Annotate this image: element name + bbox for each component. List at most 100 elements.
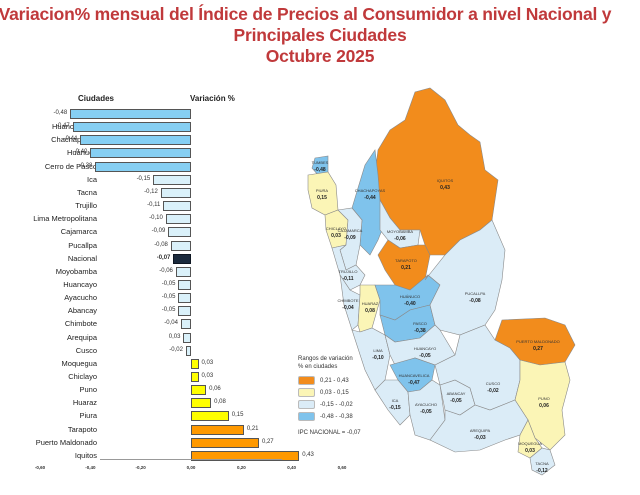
map-region-value: -0,05 xyxy=(450,398,462,404)
chart-row: Iquitos 0,43 xyxy=(0,449,314,462)
map-region-value: -0,02 xyxy=(487,388,499,394)
chart-row: Nacional -0,07 xyxy=(0,252,300,265)
legend-swatch xyxy=(298,400,315,409)
x-tick: -0,60 xyxy=(34,465,46,470)
value-label: -0,47 xyxy=(56,123,70,130)
title-line-2: Principales Ciudades xyxy=(233,25,407,45)
chart-title: Variacion% mensual del Índice de Precios… xyxy=(0,4,640,67)
chart-row: Huaraz 0,08 xyxy=(0,396,300,409)
value-label: 0,03 xyxy=(168,333,181,340)
legend-label: 0,03 - 0,15 xyxy=(320,389,349,396)
map-region-name: PASCO xyxy=(413,321,427,326)
value-label: -0,48 xyxy=(53,110,68,116)
region-arequipa xyxy=(429,399,529,453)
bar xyxy=(72,122,191,133)
city-label: Chiclayo xyxy=(68,372,97,381)
map-region-value: -0,15 xyxy=(389,405,401,411)
map-region-name: ABANCAY xyxy=(447,391,466,396)
bar xyxy=(178,279,191,290)
value-label: -0,11 xyxy=(147,202,161,209)
city-label: Huánuco xyxy=(66,148,97,158)
map-region-value: 0,15 xyxy=(317,195,327,201)
city-label: Puerto Maldonado xyxy=(35,437,97,447)
map-region-name: LIMA xyxy=(373,348,383,353)
city-label: Tacna xyxy=(76,187,97,197)
value-label: -0,10 xyxy=(149,215,163,222)
value-label: -0,15 xyxy=(136,175,151,182)
map-region-name: CAJAMARCA xyxy=(338,228,363,233)
legend-item: 0,21 - 0,43 xyxy=(298,375,353,386)
chart-row: Cusco -0,02 xyxy=(0,344,300,357)
map-region-value: 0,03 xyxy=(331,233,341,239)
city-label: Abancay xyxy=(67,306,97,316)
map-region-value: 0,08 xyxy=(365,308,375,314)
map-region-name: CHIMBOTE xyxy=(337,298,358,303)
map-region-value: -0,12 xyxy=(536,468,548,474)
title-line-3: Octubre 2025 xyxy=(265,46,375,66)
city-label: Ica xyxy=(86,174,97,184)
region-pucallpa xyxy=(424,219,506,336)
region-tacna xyxy=(529,447,556,476)
map-region-value: -0,09 xyxy=(344,235,356,241)
chart-row: Chachapoyas -0,44 xyxy=(0,133,300,146)
map-region-name: TACNA xyxy=(535,461,549,466)
chart-row: Huancavelica-0,47 xyxy=(0,120,300,133)
chart-row: Huancayo -0,05 xyxy=(0,278,300,291)
city-label: Chachapoyas xyxy=(51,135,97,145)
bar xyxy=(173,253,191,264)
legend-swatch xyxy=(298,388,315,397)
value-label: -0,40 xyxy=(73,149,88,156)
legend-swatch xyxy=(298,376,315,385)
bar xyxy=(165,214,191,225)
map-region-value: -0,05 xyxy=(419,353,431,359)
value-label: -0,08 xyxy=(154,241,168,248)
map-region-name: TRUJILLO xyxy=(339,269,358,274)
city-label: Tarapoto xyxy=(67,424,97,434)
legend-label: -0,48 - -0,38 xyxy=(320,413,353,420)
bar xyxy=(191,450,300,461)
x-tick: 0,40 xyxy=(287,465,297,470)
city-label: Piura xyxy=(79,411,97,421)
value-label: 0,43 xyxy=(302,451,314,458)
city-label: Iquitos xyxy=(74,450,97,460)
value-label: 0,15 xyxy=(231,412,244,419)
bar xyxy=(153,174,191,185)
bar xyxy=(175,266,191,277)
map-region-value: -0,38 xyxy=(414,328,426,334)
header-variation: Variación % xyxy=(190,94,235,103)
value-label: -0,07 xyxy=(156,254,171,261)
bar xyxy=(70,109,191,119)
bar xyxy=(191,398,212,409)
map-region-name: ICA xyxy=(392,398,399,403)
map-region-name: TUMBES xyxy=(312,160,329,165)
chart-row: Tumbes-0,48 xyxy=(0,107,300,120)
value-label: -0,04 xyxy=(164,320,178,327)
value-label: 0,03 xyxy=(201,373,214,379)
region-chachapoyas xyxy=(351,149,389,256)
chart-row: Moyobamba -0,06 xyxy=(0,265,300,278)
map-region-value: 0,03 xyxy=(525,448,535,454)
legend-title-2: % en ciudades xyxy=(298,364,338,370)
map-region-name: CUSCO xyxy=(486,381,500,386)
map-region-value: 0,27 xyxy=(533,346,543,352)
value-label: -0,02 xyxy=(169,346,183,353)
x-tick: 0,20 xyxy=(236,465,246,470)
chart-row: Ica -0,15 xyxy=(0,173,300,186)
legend-item: -0,48 - -0,38 xyxy=(298,411,353,422)
chart-row: Puno 0,06 xyxy=(0,383,300,396)
chart-row: Cajamarca -0,09 xyxy=(0,225,300,238)
x-tick: -0,20 xyxy=(135,465,146,470)
city-label: Puno xyxy=(79,385,97,395)
title-line-1: Variacion% mensual del Índice de Precios… xyxy=(0,4,612,24)
ipc-nacional: IPC NACIONAL = -0,07 xyxy=(298,430,361,436)
value-label: -0,06 xyxy=(159,267,173,274)
legend-item: -0,15 - -0,02 xyxy=(298,399,353,410)
city-label: Trujillo xyxy=(75,201,97,211)
value-label: -0,05 xyxy=(161,307,176,314)
map-region-name: PUCALLPA xyxy=(465,291,486,296)
bar xyxy=(178,293,191,304)
city-label: Huancayo xyxy=(63,279,97,289)
legend-title-1: Rangos de variación xyxy=(298,356,353,362)
map-region-value: -0,04 xyxy=(342,305,354,311)
map-region-name: MOYOBAMBA xyxy=(387,229,414,234)
